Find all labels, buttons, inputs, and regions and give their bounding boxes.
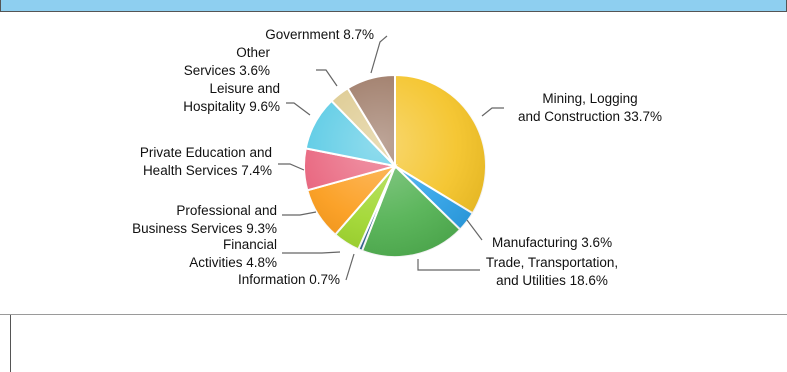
slice-label: Other Services 3.6% [184, 45, 271, 78]
slice-label: Professional and Business Services 9.3% [132, 203, 277, 236]
slice-label: Private Education and Health Services 7.4… [140, 145, 272, 178]
slice-label: Manufacturing 3.6% [492, 235, 612, 250]
slice-label-line: and Construction 33.7% [518, 109, 662, 124]
slice-label-line: Trade, Transportation, [486, 255, 618, 270]
slice-label: Mining, Logging and Construction 33.7% [518, 91, 662, 124]
slice-label: Information 0.7% [238, 272, 340, 287]
leader-line [370, 35, 388, 74]
leader-line [417, 259, 480, 271]
leader-line [466, 219, 483, 241]
leader-line [286, 102, 311, 116]
slice-label-line: Services 3.6% [184, 63, 270, 78]
slice-label: Financial Activities 4.8% [189, 237, 277, 270]
slice-label-line: Mining, Logging [542, 91, 637, 106]
slice-label-line: Government 8.7% [265, 27, 374, 42]
leader-line [282, 211, 317, 216]
slice-label-line: Health Services 7.4% [143, 163, 272, 178]
slice-label-line: Leisure and [209, 81, 280, 96]
slice-label-line: Other [236, 45, 270, 60]
slice-label-line: Professional and [176, 203, 277, 218]
slice-label: Leisure and Hospitality 9.6% [183, 81, 280, 114]
left-panel-edge [0, 314, 11, 372]
slice-label-line: Financial [223, 237, 277, 252]
slice-label: Government 8.7% [265, 27, 374, 42]
leader-line [316, 69, 338, 87]
leader-line [345, 253, 355, 281]
slice-label-line: Activities 4.8% [189, 255, 277, 270]
slice-label-line: and Utilities 18.6% [496, 273, 608, 288]
slice-label-line: Business Services 9.3% [132, 221, 277, 236]
leader-line [481, 107, 504, 117]
slice-label-line: Private Education and [140, 145, 272, 160]
leader-line [282, 251, 341, 254]
leader-line [278, 163, 305, 171]
slice-label-line: Manufacturing 3.6% [492, 235, 612, 250]
slice-label: Trade, Transportation, and Utilities 18.6… [486, 255, 618, 288]
slice-label-line: Hospitality 9.6% [183, 99, 280, 114]
bottom-divider [10, 314, 787, 315]
slice-label-line: Information 0.7% [238, 272, 340, 287]
